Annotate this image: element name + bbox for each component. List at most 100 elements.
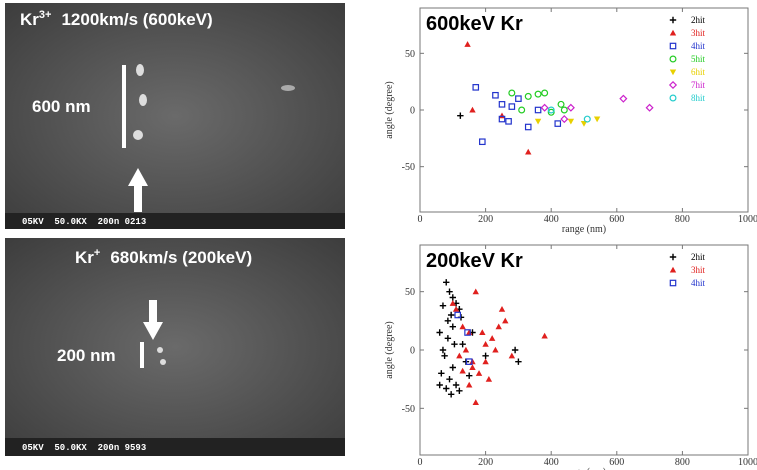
x-tick-label: 0 bbox=[418, 457, 423, 468]
track-spot bbox=[160, 359, 166, 365]
sem-footer: 05KV 50.0KX 200n 9593 bbox=[22, 443, 146, 453]
point bbox=[518, 106, 526, 114]
point bbox=[456, 352, 463, 359]
point bbox=[524, 92, 532, 100]
y-tick-label: 0 bbox=[410, 106, 415, 117]
y-tick-label: 0 bbox=[410, 346, 415, 357]
point bbox=[456, 387, 463, 395]
point bbox=[505, 118, 512, 125]
point bbox=[619, 94, 628, 103]
point bbox=[593, 116, 601, 123]
point bbox=[547, 106, 555, 114]
legend-marker bbox=[669, 253, 677, 261]
point bbox=[464, 41, 471, 47]
point bbox=[449, 323, 456, 330]
x-tick-label: 1000 bbox=[738, 214, 757, 225]
legend-label: 3hit bbox=[691, 28, 706, 38]
legend-marker bbox=[669, 266, 677, 273]
arrow bbox=[128, 168, 148, 212]
point bbox=[560, 115, 569, 124]
legend-marker bbox=[669, 42, 677, 50]
point bbox=[498, 101, 506, 108]
x-tick-label: 200 bbox=[478, 214, 493, 225]
x-tick-label: 600 bbox=[609, 214, 624, 225]
y-tick-label: 50 bbox=[405, 49, 415, 60]
legend-marker bbox=[669, 16, 677, 24]
point bbox=[451, 340, 458, 348]
point bbox=[459, 323, 466, 330]
point bbox=[469, 364, 476, 371]
point bbox=[449, 294, 456, 301]
point bbox=[444, 317, 452, 325]
point bbox=[443, 385, 450, 392]
point bbox=[541, 332, 548, 339]
charge: 3+ bbox=[39, 9, 52, 21]
point bbox=[540, 103, 549, 112]
point bbox=[479, 138, 486, 146]
legend-marker bbox=[669, 55, 677, 63]
point bbox=[466, 381, 473, 388]
legend-label: 2hit bbox=[691, 252, 706, 262]
track-spot bbox=[136, 64, 144, 76]
sem-footer: 05KV 50.0KX 200n 0213 bbox=[22, 217, 146, 227]
point bbox=[492, 346, 499, 353]
caption: 1200km/s (600keV) bbox=[61, 10, 212, 29]
sem-image: Kr3+ 1200km/s (600keV) 600 nm 05KV 50.0KX… bbox=[5, 3, 345, 229]
sem-background bbox=[5, 238, 345, 456]
point bbox=[466, 372, 473, 379]
legend-label: 8hit bbox=[691, 93, 706, 103]
point bbox=[554, 120, 562, 127]
point bbox=[472, 288, 479, 295]
track-spot bbox=[157, 347, 163, 353]
chart-title: 200keV Kr bbox=[426, 250, 523, 272]
point bbox=[511, 346, 519, 354]
legend-label: 4hit bbox=[691, 41, 706, 51]
y-axis-label: angle (degree) bbox=[384, 321, 395, 378]
point bbox=[485, 375, 493, 382]
point bbox=[498, 305, 506, 312]
point bbox=[447, 391, 455, 398]
point bbox=[454, 311, 462, 319]
arrow bbox=[143, 300, 163, 340]
legend-marker bbox=[669, 94, 677, 102]
point bbox=[534, 90, 542, 98]
sem-background bbox=[5, 3, 345, 229]
legend-label: 6hit bbox=[691, 67, 706, 77]
point bbox=[464, 329, 471, 336]
point bbox=[541, 89, 549, 97]
point bbox=[515, 358, 522, 365]
charge: + bbox=[94, 247, 100, 259]
point bbox=[462, 346, 470, 353]
point bbox=[465, 358, 473, 365]
point bbox=[645, 103, 654, 112]
sem-footer-bar bbox=[5, 213, 345, 229]
point bbox=[502, 317, 509, 324]
point bbox=[580, 121, 588, 127]
ion: Kr bbox=[75, 248, 94, 267]
point bbox=[492, 91, 499, 99]
point bbox=[452, 305, 460, 312]
point bbox=[444, 335, 452, 342]
x-axis-label: range (nm) bbox=[562, 224, 606, 235]
plot-area bbox=[419, 244, 749, 456]
point bbox=[452, 381, 460, 389]
point bbox=[547, 108, 555, 116]
y-tick-label: -50 bbox=[402, 404, 415, 415]
ion: Kr bbox=[20, 10, 39, 29]
point bbox=[534, 118, 542, 125]
point bbox=[524, 123, 532, 131]
point bbox=[472, 399, 479, 406]
scale-label: 200 nm bbox=[57, 346, 116, 365]
point bbox=[479, 329, 486, 336]
scatter-chart: 0 200 400 600 800 1000 -50 0 50 range (nm) angle (… bbox=[384, 244, 757, 470]
legend-label: 2hit bbox=[691, 15, 706, 25]
point bbox=[482, 358, 489, 365]
point bbox=[482, 340, 489, 347]
plot-area bbox=[419, 7, 749, 213]
point bbox=[459, 367, 466, 374]
scatter-chart: 0 200 400 600 800 1000 -50 0 50 range (nm) angle (… bbox=[384, 7, 757, 235]
point bbox=[472, 84, 480, 91]
point bbox=[449, 364, 456, 371]
point bbox=[557, 100, 565, 108]
point bbox=[534, 106, 542, 114]
